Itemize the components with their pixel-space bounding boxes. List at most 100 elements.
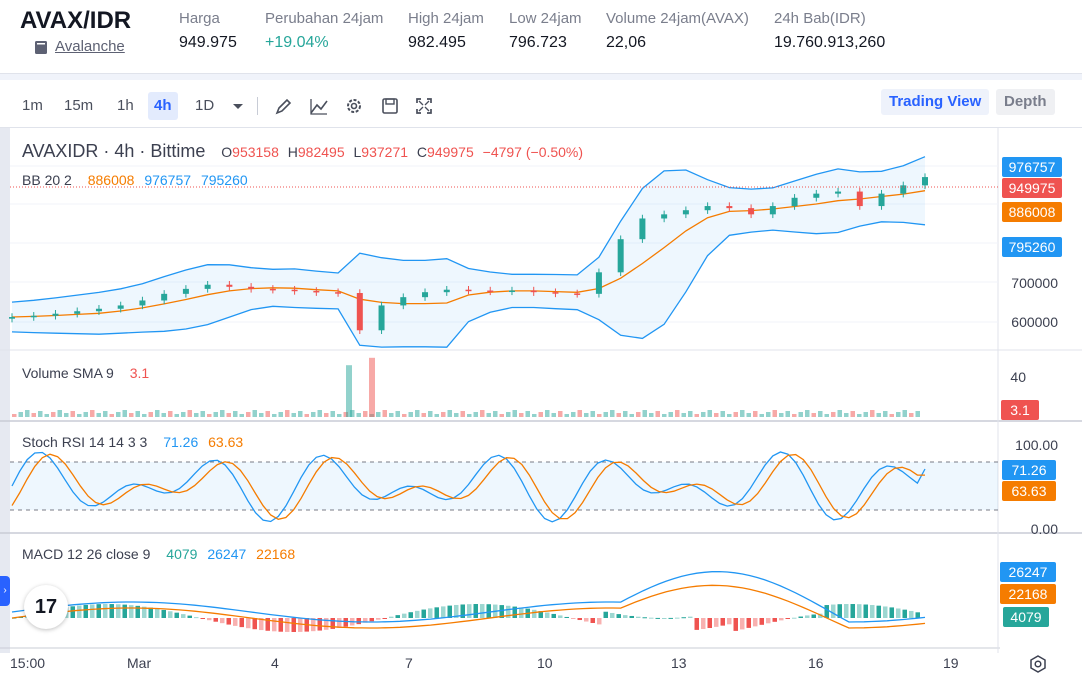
volume-bar bbox=[83, 412, 88, 417]
symbol-title: AVAXIDR · 4h · Bittime bbox=[22, 141, 206, 161]
volume-bar bbox=[259, 413, 264, 417]
open-label: O bbox=[221, 144, 233, 160]
stat-change: Perubahan 24jam +19.04% bbox=[265, 10, 383, 52]
high-label: H bbox=[287, 144, 298, 160]
stoch-k-value: 71.26 bbox=[163, 434, 199, 450]
change-value: −4797 (−0.50%) bbox=[482, 144, 584, 160]
macd-label: MACD 12 26 close 9 bbox=[22, 546, 151, 562]
macd-histogram-bar bbox=[122, 604, 127, 618]
stoch-d-value: 63.63 bbox=[208, 434, 244, 450]
volume-bar bbox=[116, 412, 121, 417]
stoch-label: Stoch RSI 14 14 3 3 bbox=[22, 434, 148, 450]
book-icon bbox=[35, 41, 47, 54]
gear-icon[interactable] bbox=[344, 96, 364, 116]
candle-body bbox=[595, 272, 602, 294]
sidebar-toggle[interactable]: › bbox=[0, 576, 10, 606]
candle-body bbox=[226, 284, 233, 287]
volume-bar bbox=[629, 414, 634, 417]
macd-histogram-bar bbox=[551, 613, 556, 618]
candle-body bbox=[182, 288, 189, 294]
macd-histogram-bar bbox=[382, 618, 387, 619]
volume-bar bbox=[558, 411, 563, 417]
volume-bar bbox=[506, 412, 511, 417]
chart-settings-icon[interactable] bbox=[1029, 655, 1047, 673]
macd-histogram-bar bbox=[662, 617, 667, 619]
brush-icon[interactable] bbox=[274, 96, 294, 116]
volume-bar bbox=[733, 412, 738, 417]
candle-body bbox=[508, 290, 515, 293]
macd-histogram-bar bbox=[577, 618, 582, 621]
bb-lower: 795260 bbox=[200, 172, 248, 188]
stat-high: High 24jam 982.495 bbox=[408, 10, 484, 52]
chevron-down-icon[interactable] bbox=[228, 96, 248, 116]
candle-body bbox=[74, 311, 81, 314]
time-tick: 19 bbox=[943, 655, 959, 671]
macd-histogram-bar bbox=[499, 605, 504, 618]
volume-bar bbox=[408, 412, 413, 417]
macd-histogram-bar bbox=[265, 618, 270, 631]
network-link[interactable]: Avalanche bbox=[55, 38, 125, 55]
stat-volume: Volume 24jam(AVAX) 22,06 bbox=[606, 10, 749, 52]
volume-bar bbox=[850, 411, 855, 417]
trading-view-button[interactable]: Trading View bbox=[881, 89, 990, 115]
volume-bar bbox=[402, 414, 407, 417]
candle-body bbox=[617, 239, 624, 273]
volume-bar bbox=[246, 412, 251, 417]
macd-histogram-bar bbox=[909, 610, 914, 618]
volume-bar bbox=[44, 414, 49, 417]
volume-bar bbox=[77, 414, 82, 417]
volume-bar bbox=[499, 414, 504, 417]
volume-bar bbox=[818, 411, 823, 417]
macd-histogram-bar bbox=[655, 617, 660, 619]
macd-histogram-bar bbox=[480, 604, 485, 618]
macd-histogram-bar bbox=[792, 617, 797, 619]
stat-high-value: 982.495 bbox=[408, 34, 466, 51]
volume-bar bbox=[330, 411, 335, 417]
save-icon[interactable] bbox=[380, 96, 400, 116]
indicator-icon[interactable] bbox=[309, 96, 329, 116]
bb-fill bbox=[12, 156, 925, 348]
volume-bar bbox=[837, 410, 842, 417]
macd-histogram-bar bbox=[779, 618, 784, 621]
tradingview-logo[interactable]: 17 bbox=[24, 585, 68, 629]
volume-bar bbox=[467, 414, 472, 417]
candle-body bbox=[269, 288, 276, 291]
stoch-k-line bbox=[11, 451, 926, 523]
timeframe-15m[interactable]: 15m bbox=[64, 97, 94, 114]
macd-histogram-bar bbox=[532, 609, 537, 618]
timeframe-1h[interactable]: 1h bbox=[117, 97, 134, 114]
macd-histogram-bar bbox=[246, 618, 251, 629]
macd-histogram-bar bbox=[337, 618, 342, 628]
volume-bar bbox=[421, 413, 426, 417]
volume-bar bbox=[642, 410, 647, 417]
candle-body bbox=[530, 290, 537, 293]
macd-histogram-bar bbox=[369, 618, 374, 622]
volume-bar bbox=[376, 412, 381, 417]
volume-bar bbox=[785, 411, 790, 417]
price-tag-basis: 886008 bbox=[1002, 202, 1062, 222]
macd-histogram-bar bbox=[376, 618, 381, 620]
candle-body bbox=[378, 305, 385, 331]
candle-body bbox=[726, 206, 733, 209]
fullscreen-icon[interactable] bbox=[414, 96, 434, 116]
macd-histogram-bar bbox=[584, 618, 589, 622]
price-chart[interactable] bbox=[0, 128, 1082, 653]
volume-bar bbox=[18, 412, 23, 417]
volume-bar bbox=[382, 410, 387, 417]
macd-histogram-bar bbox=[467, 604, 472, 618]
macd-histogram-bar bbox=[174, 612, 179, 618]
depth-button[interactable]: Depth bbox=[996, 89, 1055, 115]
candle-body bbox=[682, 210, 689, 215]
timeframe-4h[interactable]: 4h bbox=[148, 92, 178, 120]
macd-histogram-bar bbox=[857, 604, 862, 618]
candle-body bbox=[878, 193, 885, 207]
candle-body bbox=[552, 292, 559, 294]
volume-bar bbox=[389, 413, 394, 417]
volume-bar bbox=[486, 413, 491, 417]
macd-histogram-bar bbox=[103, 604, 108, 618]
volume-bar bbox=[519, 413, 524, 417]
stat-change-label: Perubahan 24jam bbox=[265, 10, 384, 27]
timeframe-1m[interactable]: 1m bbox=[22, 97, 43, 114]
macd-histogram-bar bbox=[194, 617, 199, 619]
timeframe-1d[interactable]: 1D bbox=[195, 97, 215, 114]
